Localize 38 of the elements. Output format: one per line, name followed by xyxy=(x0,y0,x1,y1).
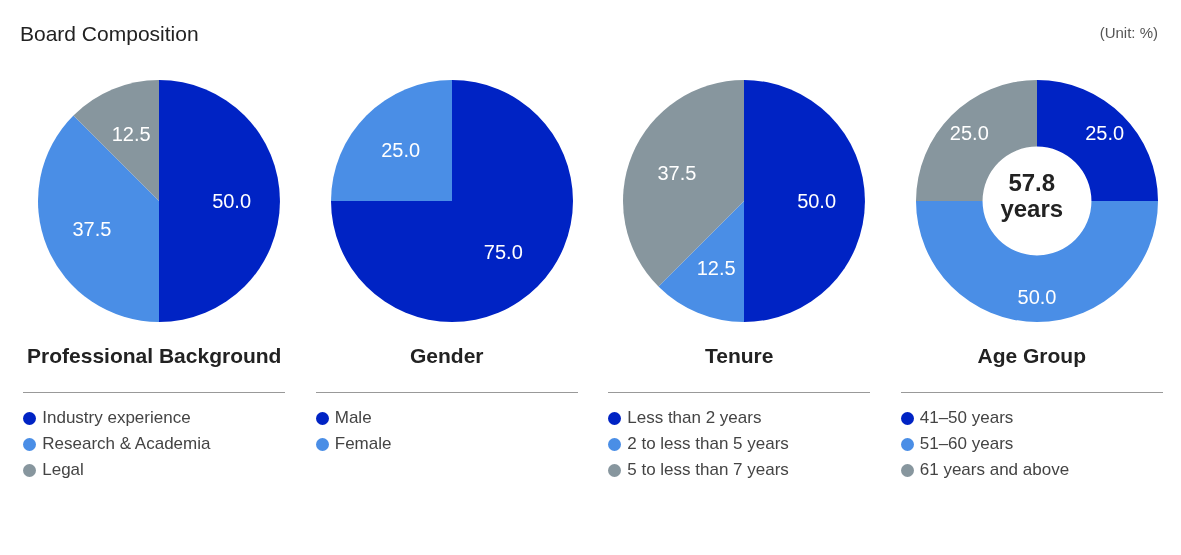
data-label: 50.0 xyxy=(1017,285,1057,308)
legend-label: 2 to less than 5 years xyxy=(627,434,789,454)
pie-slice xyxy=(73,80,160,201)
data-label: 25.0 xyxy=(380,138,420,161)
data-label: 25.0 xyxy=(1084,122,1124,145)
pie-slice xyxy=(159,80,281,322)
legend-label: Industry experience xyxy=(42,408,191,428)
pie-slice xyxy=(38,115,160,322)
data-label: 75.0 xyxy=(483,241,523,264)
data-label: 12.5 xyxy=(112,122,151,145)
legend-label: 41–50 years xyxy=(919,408,1014,428)
data-label: 25.0 xyxy=(949,122,989,145)
data-label: 50.0 xyxy=(797,190,837,212)
text: Board Composition xyxy=(20,22,199,46)
legend-label: 5 to less than 7 years xyxy=(627,460,789,480)
pie-slice xyxy=(623,80,745,287)
legend-label: Less than 2 years xyxy=(627,408,762,428)
text: (Unit: %) xyxy=(1099,24,1158,41)
text: Gender xyxy=(409,344,484,368)
legend-label: 51–60 years xyxy=(919,434,1014,454)
legend-label: 61 years and above xyxy=(919,460,1070,480)
pie-slice xyxy=(658,201,745,322)
text: 57.8 years xyxy=(999,167,1065,224)
text: Age Group xyxy=(977,344,1086,368)
legend-label: Research & Academia xyxy=(42,434,211,454)
pie-slice xyxy=(330,80,573,322)
pie-slice xyxy=(330,80,452,201)
legend-label: Male xyxy=(334,408,372,428)
data-label: 37.5 xyxy=(657,162,697,185)
text: Professional Background xyxy=(27,344,282,368)
donut-slice xyxy=(915,201,1158,322)
legend-label: Female xyxy=(334,434,392,454)
legend-label: Legal xyxy=(42,460,84,480)
data-label: 37.5 xyxy=(72,217,112,240)
data-label: 12.5 xyxy=(697,257,736,280)
text: Tenure xyxy=(705,344,774,368)
pie-slice xyxy=(744,80,866,322)
data-label: 50.0 xyxy=(212,190,252,212)
